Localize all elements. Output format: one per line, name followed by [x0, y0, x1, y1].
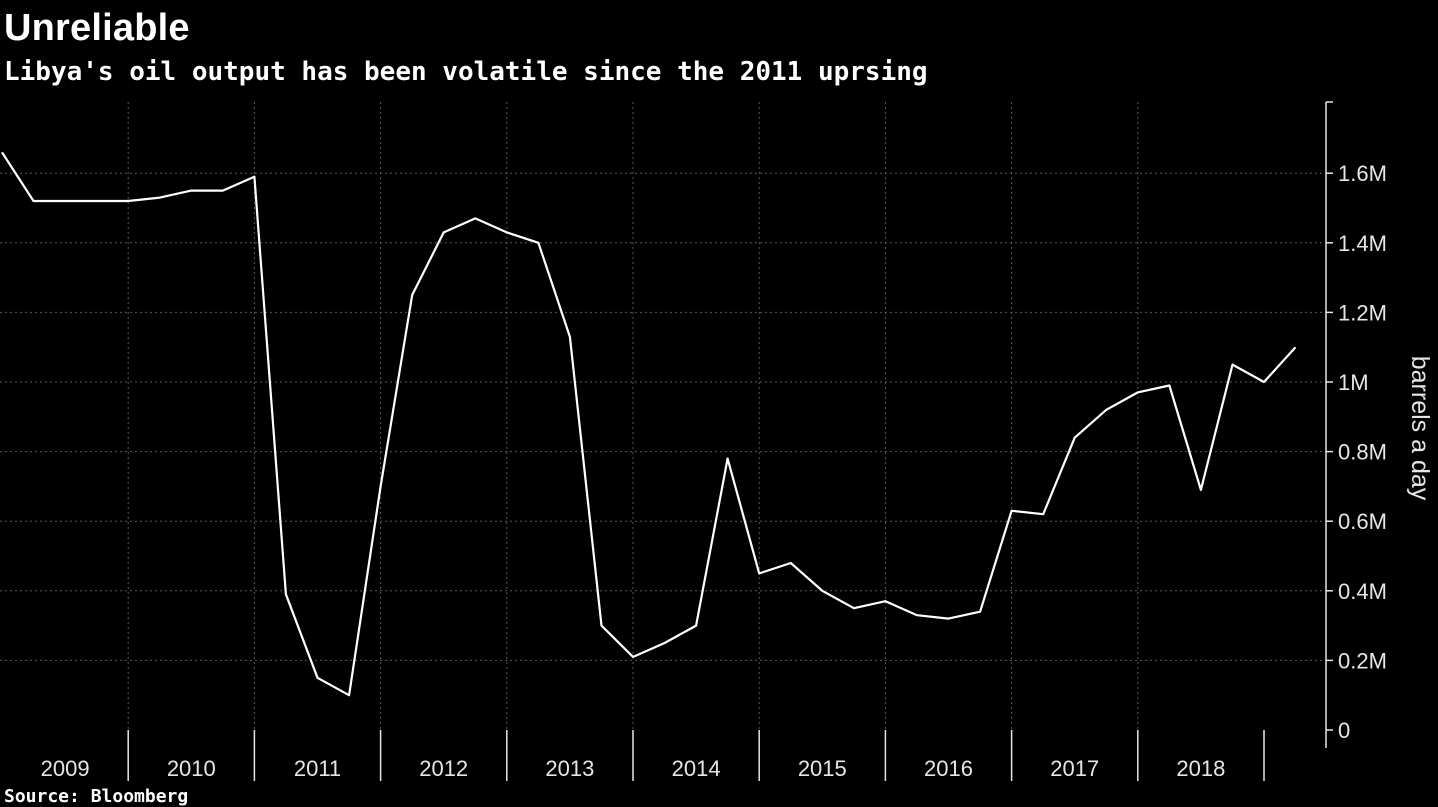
x-tick-label-2009: 2009	[41, 756, 90, 781]
x-tick-label-2014: 2014	[672, 756, 721, 781]
axes: 0 0.2M 0.4M 0.6M 0.8M 1M 1.2M 1.4M 1.6M 2009 2010 2…	[41, 101, 1387, 781]
chart-subtitle: Libya's oil output has been volatile sin…	[4, 57, 928, 87]
grid-lines	[0, 102, 1326, 730]
series-layer	[1, 151, 1297, 697]
y-tick-label-6: 1.2M	[1338, 300, 1387, 325]
y-tick-label-4: 0.8M	[1338, 440, 1387, 465]
x-tick-label-2015: 2015	[798, 756, 847, 781]
chart-title: Unreliable	[4, 7, 190, 49]
x-tick-label-2012: 2012	[419, 756, 468, 781]
y-axis-title: barrels a day	[1406, 356, 1434, 501]
y-tick-label-2: 0.4M	[1338, 579, 1387, 604]
y-tick-label-5: 1M	[1338, 370, 1369, 395]
y-tick-label-0: 0	[1338, 718, 1350, 743]
x-tick-label-2016: 2016	[924, 756, 973, 781]
y-tick-label-3: 0.6M	[1338, 509, 1387, 534]
x-tick-label-2018: 2018	[1176, 756, 1225, 781]
x-tick-label-2013: 2013	[545, 756, 594, 781]
y-tick-label-7: 1.4M	[1338, 231, 1387, 256]
x-tick-label-2017: 2017	[1050, 756, 1099, 781]
x-tick-label-2010: 2010	[167, 756, 216, 781]
source-note: Source: Bloomberg	[4, 786, 189, 807]
series-line-0	[1, 151, 1297, 697]
y-tick-label-1: 0.2M	[1338, 648, 1387, 673]
y-tick-label-8: 1.6M	[1338, 161, 1387, 186]
x-tick-label-2011: 2011	[294, 756, 341, 781]
